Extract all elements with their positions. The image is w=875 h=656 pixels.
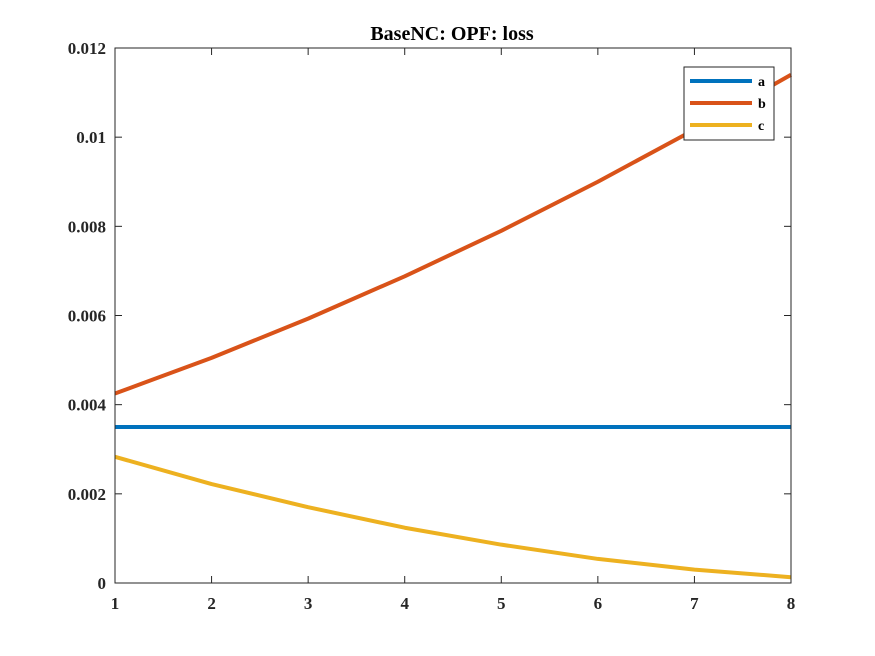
x-tick-label: 4 (400, 594, 409, 613)
x-tick-label: 8 (787, 594, 796, 613)
legend: abc (683, 66, 775, 141)
chart-title: BaseNC: OPF: loss (370, 23, 534, 45)
y-tick-label: 0 (98, 574, 107, 593)
x-tick-label: 5 (497, 594, 506, 613)
y-tick-label: 0.006 (68, 307, 106, 326)
x-tick-label: 3 (304, 594, 313, 613)
y-tick-label: 0.002 (68, 485, 106, 504)
x-tick-label: 2 (207, 594, 216, 613)
x-tick-label: 7 (690, 594, 699, 613)
series-layer (114, 73, 792, 580)
series-line-b (114, 73, 792, 396)
y-tick-label: 0.01 (76, 128, 106, 147)
legend-label-c: c (758, 119, 764, 134)
axis-ticks: 1 2 3 4 5 6 7 8 0 0.002 0.004 0.006 0.008 0.01 0.012 (68, 39, 796, 613)
y-tick-label: 0.004 (68, 396, 107, 415)
y-tick-label: 0.008 (68, 217, 106, 236)
y-tick-label: 0.012 (68, 39, 106, 58)
x-tick-label: 1 (111, 594, 120, 613)
x-tick-label: 6 (594, 594, 603, 613)
series-line-c (114, 454, 792, 580)
legend-label-a: a (758, 75, 765, 90)
legend-label-b: b (758, 97, 766, 112)
